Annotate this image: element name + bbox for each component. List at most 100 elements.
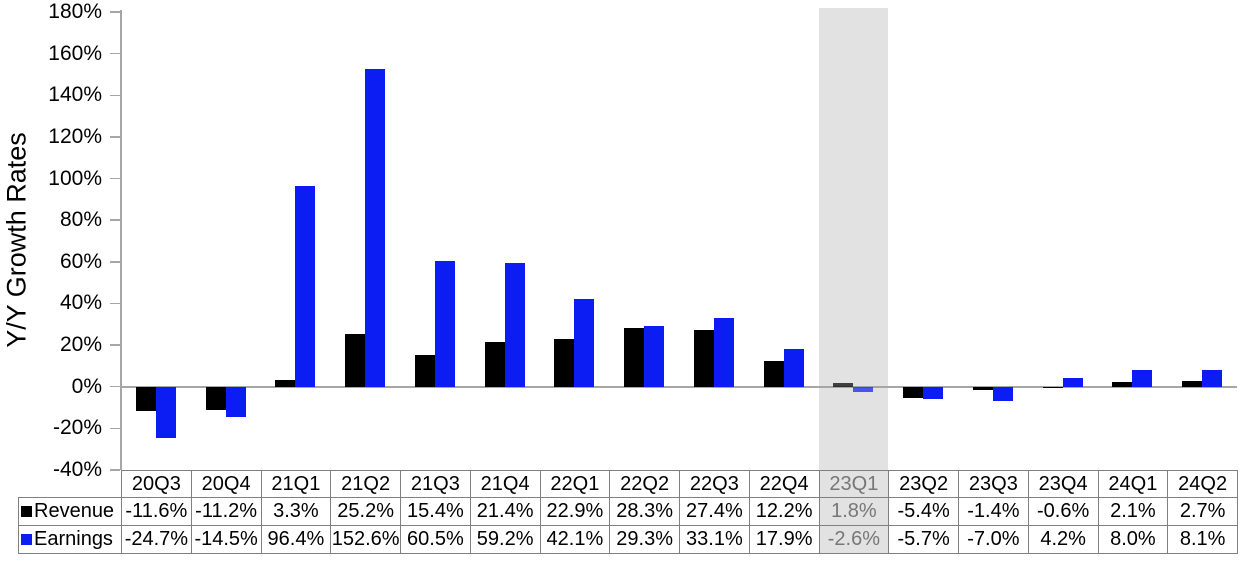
column-header-22q2: 22Q2: [609, 470, 680, 498]
y-tick-label--20: -20%: [52, 416, 102, 440]
revenue-value-24q2: 2.7%: [1167, 497, 1238, 526]
bar-earnings-22q1: [574, 299, 595, 387]
bar-revenue-23q3: [972, 386, 993, 390]
column-header-24q2: 24Q2: [1167, 470, 1238, 498]
revenue-value-22q1: 22.9%: [539, 497, 611, 526]
y-tick-label-60: 60%: [59, 249, 102, 273]
column-header-24q1: 24Q1: [1097, 470, 1169, 498]
bar-revenue-21q3: [414, 354, 435, 387]
bar-earnings-24q2: [1202, 369, 1223, 387]
y-tick-label-180: 180%: [48, 0, 102, 23]
column-header-21q2: 21Q2: [330, 470, 401, 498]
y-tick-mark-60: [110, 261, 120, 263]
column-header-22q3: 22Q3: [679, 470, 750, 498]
y-tick-mark-80: [110, 219, 120, 221]
earnings-value-21q3: 60.5%: [400, 525, 471, 554]
earnings-value-23q3: -7.0%: [958, 525, 1029, 554]
data-table: 20Q3 20Q4 21Q1 21Q2 21Q3 21Q4 22Q1 22Q2 22Q3 22Q4…: [18, 470, 1238, 554]
y-tick-mark-40: [110, 302, 120, 305]
bar-revenue-23q2: [903, 386, 924, 398]
y-tick-label--40: -40%: [52, 458, 102, 481]
earnings-value-23q4: 4.2%: [1027, 525, 1099, 554]
earnings-value-22q2: 29.3%: [609, 525, 680, 554]
column-header-23q3: 23Q3: [958, 470, 1029, 498]
bar-revenue-24q2: [1182, 381, 1203, 387]
revenue-value-23q3: -1.4%: [958, 497, 1029, 526]
earnings-value-24q2: 8.1%: [1167, 525, 1238, 554]
table-header-row: 20Q3 20Q4 21Q1 21Q2 21Q3 21Q4 22Q1 22Q2 22Q3 22Q4…: [19, 470, 1238, 498]
revenue-value-23q2: -5.4%: [888, 497, 959, 526]
y-tick-mark-140: [110, 94, 120, 97]
y-axis-line: [120, 10, 122, 470]
earnings-value-21q1: 96.4%: [260, 525, 332, 554]
y-tick-mark--40: [110, 469, 120, 471]
y-tick-mark--20: [110, 427, 120, 430]
bar-revenue-20q4: [205, 386, 226, 411]
bar-earnings-20q4: [225, 386, 246, 417]
bar-earnings-24q1: [1132, 370, 1153, 387]
zero-gridline: [121, 385, 1237, 388]
highlight-band-23Q1: [818, 8, 889, 470]
bar-earnings-23q4: [1062, 377, 1083, 387]
earnings-marker-icon: [21, 534, 32, 545]
bar-revenue-22q3: [693, 329, 714, 387]
earnings-value-20q4: -14.5%: [190, 525, 262, 554]
y-tick-mark-20: [110, 344, 120, 346]
revenue-marker-icon: [21, 506, 32, 517]
bar-earnings-22q2: [644, 325, 665, 387]
earnings-value-22q1: 42.1%: [539, 525, 611, 554]
y-tick-label-80: 80%: [59, 208, 102, 232]
y-axis-title: Y/Y Growth Rates: [1, 132, 32, 348]
y-tick-label-120: 120%: [48, 124, 102, 148]
earnings-value-22q4: 17.9%: [748, 525, 820, 554]
bar-revenue-21q1: [275, 379, 296, 387]
column-header-22q1: 22Q1: [539, 470, 611, 498]
column-header-20q3: 20Q3: [121, 470, 192, 498]
column-header-21q1: 21Q1: [260, 470, 332, 498]
y-tick-label-140: 140%: [48, 83, 102, 107]
series-label-cell-revenue: Revenue: [18, 497, 122, 526]
bar-revenue-24q1: [1112, 382, 1133, 387]
y-tick-label-100: 100%: [48, 166, 102, 190]
revenue-value-21q4: 21.4%: [469, 497, 541, 526]
revenue-value-23q4: -0.6%: [1027, 497, 1099, 526]
earnings-value-24q1: 8.0%: [1097, 525, 1169, 554]
revenue-value-23q1: 1.8%: [818, 497, 890, 526]
bar-revenue-22q2: [624, 327, 645, 387]
series-label-cell-earnings: Earnings: [18, 525, 122, 554]
bar-earnings-21q1: [295, 186, 316, 387]
bar-earnings-22q4: [783, 349, 804, 387]
column-header-21q3: 21Q3: [400, 470, 471, 498]
bar-revenue-21q4: [484, 342, 505, 387]
earnings-value-22q3: 33.1%: [679, 525, 750, 554]
y-tick-label-160: 160%: [48, 41, 102, 65]
earnings-value-20q3: -24.7%: [121, 525, 192, 554]
revenue-value-21q3: 15.4%: [400, 497, 471, 526]
earnings-value-21q4: 59.2%: [469, 525, 541, 554]
bar-revenue-22q4: [763, 361, 784, 387]
y-tick-mark-0: [110, 385, 120, 388]
column-header-23q2: 23Q2: [888, 470, 959, 498]
revenue-value-22q3: 27.4%: [679, 497, 750, 526]
bar-earnings-23q2: [923, 386, 944, 399]
revenue-value-20q4: -11.2%: [190, 497, 262, 526]
earnings-value-23q1: -2.6%: [818, 525, 890, 554]
column-header-22q4: 22Q4: [748, 470, 820, 498]
y-tick-label-0: 0%: [71, 374, 102, 398]
y-tick-mark-100: [110, 177, 120, 180]
bar-earnings-22q3: [713, 317, 734, 387]
bar-earnings-23q3: [992, 386, 1013, 402]
revenue-value-21q1: 3.3%: [260, 497, 332, 526]
column-header-23q4: 23Q4: [1027, 470, 1099, 498]
table-row-revenue: Revenue -11.6% -11.2% 3.3% 25.2% 15.4% 21.4% 22…: [18, 497, 1238, 526]
bar-earnings-21q4: [504, 263, 525, 387]
bar-earnings-21q3: [434, 260, 455, 387]
y-tick-mark-160: [110, 52, 120, 55]
y-tick-mark-120: [110, 136, 120, 138]
bar-earnings-21q2: [365, 69, 386, 387]
revenue-value-21q2: 25.2%: [330, 497, 401, 526]
bar-revenue-23q4: [1042, 386, 1063, 388]
series-label-revenue: Revenue: [34, 500, 115, 522]
bar-earnings-23q1: [853, 386, 874, 393]
